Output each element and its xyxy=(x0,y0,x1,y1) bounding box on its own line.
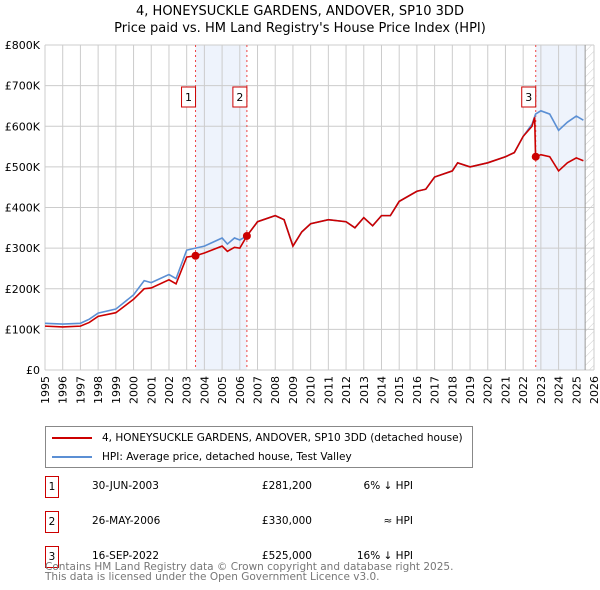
y-tick-label: £800K xyxy=(5,39,41,52)
transaction-hpi-diff: 16% ↓ HPI xyxy=(356,550,413,562)
y-tick-label: £600K xyxy=(5,120,41,133)
y-tick-label: £0 xyxy=(26,364,40,377)
red-line-swatch xyxy=(52,437,92,439)
y-tick-label: £100K xyxy=(5,323,41,336)
y-tick-label: £500K xyxy=(5,161,41,174)
sale-point xyxy=(242,231,251,240)
x-tick-label: 1996 xyxy=(57,376,70,404)
transaction-hpi-diff: ≈ HPI xyxy=(383,515,413,527)
transaction-price: £281,200 xyxy=(261,480,312,492)
transaction-row: 3 16-SEP-2022 £525,000 16% ↓ HPI xyxy=(45,546,445,568)
x-tick-label: 2026 xyxy=(588,376,600,404)
x-tick-label: 2023 xyxy=(535,376,548,404)
sale-marker-badge xyxy=(181,86,197,108)
x-tick-label: 2007 xyxy=(252,376,265,404)
chart-subtitle: Price paid vs. HM Land Registry's House … xyxy=(114,21,486,36)
x-tick-label: 2024 xyxy=(553,376,566,404)
x-tick-label: 2006 xyxy=(234,376,247,404)
x-tick-label: 2001 xyxy=(145,376,158,404)
sale-marker-badge xyxy=(232,86,248,108)
sale-marker-badge xyxy=(521,86,537,108)
legend: 4, HONEYSUCKLE GARDENS, ANDOVER, SP10 3D… xyxy=(45,426,473,468)
legend-label: 4, HONEYSUCKLE GARDENS, ANDOVER, SP10 3D… xyxy=(102,432,463,444)
transaction-number: 2 xyxy=(45,511,59,533)
blue-line-swatch xyxy=(52,456,92,458)
legend-item-hpi: HPI: Average price, detached house, Test… xyxy=(52,451,352,463)
x-tick-label: 2019 xyxy=(464,376,477,404)
y-tick-label: £200K xyxy=(5,283,41,296)
transaction-number: 3 xyxy=(45,546,59,568)
transaction-row: 1 30-JUN-2003 £281,200 6% ↓ HPI xyxy=(45,476,445,498)
sale-marker-label: 1 xyxy=(185,91,192,104)
x-tick-label: 2018 xyxy=(446,376,459,404)
y-tick-label: £700K xyxy=(5,80,41,93)
x-tick-label: 2021 xyxy=(499,376,512,404)
x-tick-label: 2013 xyxy=(358,376,371,404)
sale-marker-label: 2 xyxy=(236,91,243,104)
sale-point xyxy=(191,251,200,260)
x-tick-label: 2002 xyxy=(163,376,176,404)
x-tick-label: 2012 xyxy=(340,376,353,404)
x-tick-label: 2014 xyxy=(375,376,388,404)
y-tick-label: £400K xyxy=(5,202,41,215)
sale-marker-label: 3 xyxy=(525,91,532,104)
transaction-date: 16-SEP-2022 xyxy=(92,550,160,562)
x-tick-label: 2015 xyxy=(393,376,406,404)
x-tick-label: 2005 xyxy=(216,376,229,404)
transaction-row: 2 26-MAY-2006 £330,000 ≈ HPI xyxy=(45,511,445,533)
transaction-hpi-diff: 6% ↓ HPI xyxy=(363,480,413,492)
x-tick-label: 2020 xyxy=(482,376,495,404)
x-tick-label: 2004 xyxy=(198,376,211,404)
footer-line-2: This data is licensed under the Open Gov… xyxy=(45,571,380,583)
x-tick-label: 2016 xyxy=(411,376,424,404)
x-tick-label: 2010 xyxy=(305,376,318,404)
property-price-line xyxy=(44,117,584,328)
sale-point xyxy=(531,152,540,161)
price-chart: 1995 1996 1997 1998 1999 2000 2001 2002 2003 2004… xyxy=(5,39,600,404)
footer-line-1: Contains HM Land Registry data © Crown c… xyxy=(45,561,454,573)
transaction-price: £525,000 xyxy=(261,550,312,562)
legend-label: HPI: Average price, detached house, Test… xyxy=(102,451,352,463)
y-tick-label: £300K xyxy=(5,242,41,255)
x-tick-label: 2000 xyxy=(128,376,141,404)
chart-title: 4, HONEYSUCKLE GARDENS, ANDOVER, SP10 3D… xyxy=(136,4,464,19)
legend-item-property: 4, HONEYSUCKLE GARDENS, ANDOVER, SP10 3D… xyxy=(52,432,463,444)
x-tick-label: 2022 xyxy=(517,376,530,404)
x-tick-label: 2008 xyxy=(269,376,282,404)
x-tick-label: 2025 xyxy=(570,376,583,404)
x-tick-label: 2009 xyxy=(287,376,300,404)
x-tick-label: 2003 xyxy=(181,376,194,404)
x-tick-label: 1997 xyxy=(74,376,87,404)
x-tick-label: 2017 xyxy=(429,376,442,404)
transaction-number: 1 xyxy=(45,476,59,498)
x-tick-label: 1999 xyxy=(110,376,123,404)
x-tick-label: 1995 xyxy=(39,376,52,404)
x-tick-label: 2011 xyxy=(322,376,335,404)
transaction-price: £330,000 xyxy=(261,515,312,527)
x-tick-label: 1998 xyxy=(92,376,105,404)
transaction-date: 26-MAY-2006 xyxy=(92,515,161,527)
hpi-line xyxy=(44,109,584,325)
transaction-date: 30-JUN-2003 xyxy=(92,480,159,492)
